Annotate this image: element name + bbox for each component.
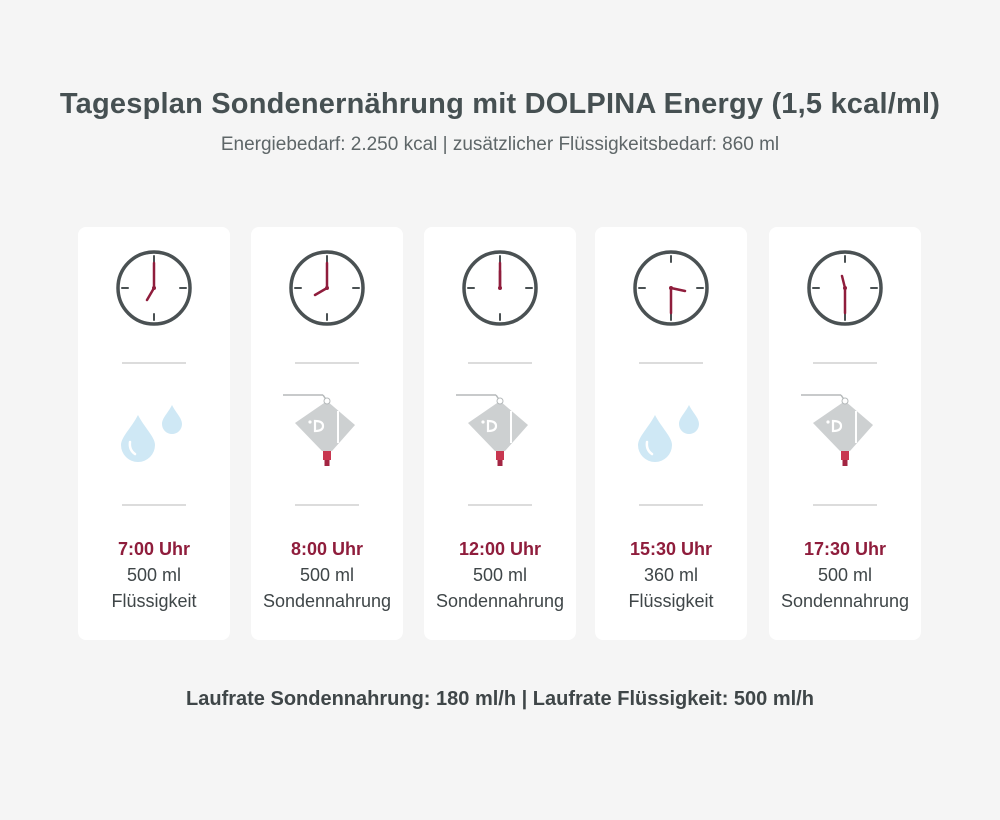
divider — [122, 362, 186, 364]
divider — [295, 362, 359, 364]
divider — [295, 504, 359, 506]
divider — [122, 504, 186, 506]
amount-label: 500 ml — [126, 565, 182, 585]
schedule-card: 7:00 Uhr 500 ml Flüssigkeit — [78, 227, 230, 640]
divider — [813, 504, 877, 506]
time-label: 12:00 Uhr — [458, 539, 542, 559]
schedule-card: 12:00 Uhr 500 ml Sondennahrung — [424, 227, 576, 640]
amount-label: 360 ml — [643, 565, 699, 585]
time-label: 7:00 Uhr — [117, 539, 191, 559]
water-drops-icon — [121, 405, 182, 462]
schedule-card: 15:30 Uhr 360 ml Flüssigkeit — [595, 227, 747, 640]
type-label: Sondennahrung — [435, 591, 565, 611]
divider — [639, 504, 703, 506]
divider — [468, 362, 532, 364]
time-label: 8:00 Uhr — [290, 539, 364, 559]
type-label: Flüssigkeit — [628, 591, 714, 611]
feeding-bag-icon — [801, 394, 873, 466]
time-label: 17:30 Uhr — [803, 539, 887, 559]
clock-icon — [289, 250, 365, 326]
type-label: Sondennahrung — [262, 591, 392, 611]
divider — [468, 504, 532, 506]
schedule-card: 8:00 Uhr 500 ml Sondennahrung — [251, 227, 403, 640]
clock-icon — [807, 250, 883, 326]
amount-label: 500 ml — [299, 565, 355, 585]
amount-label: 500 ml — [817, 565, 873, 585]
clock-icon — [462, 250, 538, 326]
schedule-cards: 7:00 Uhr 500 ml Flüssigkeit — [0, 227, 1000, 641]
type-label: Flüssigkeit — [111, 591, 197, 611]
clock-icon — [116, 250, 192, 326]
clock-icon — [633, 250, 709, 326]
page-subtitle: Energiebedarf: 2.250 kcal | zusätzlicher… — [220, 134, 780, 155]
time-label: 15:30 Uhr — [629, 539, 713, 559]
divider — [639, 362, 703, 364]
schedule-card: 17:30 Uhr 500 ml Sondennahrung — [769, 227, 921, 640]
page-title: Tagesplan Sondenernährung mit DOLPINA En… — [59, 88, 941, 120]
type-label: Sondennahrung — [780, 591, 910, 611]
flow-rate-footer: Laufrate Sondennahrung: 180 ml/h | Laufr… — [186, 688, 814, 710]
feeding-bag-icon — [283, 394, 355, 466]
divider — [813, 362, 877, 364]
feeding-bag-icon — [456, 394, 528, 466]
amount-label: 500 ml — [472, 565, 528, 585]
water-drops-icon — [638, 405, 699, 462]
